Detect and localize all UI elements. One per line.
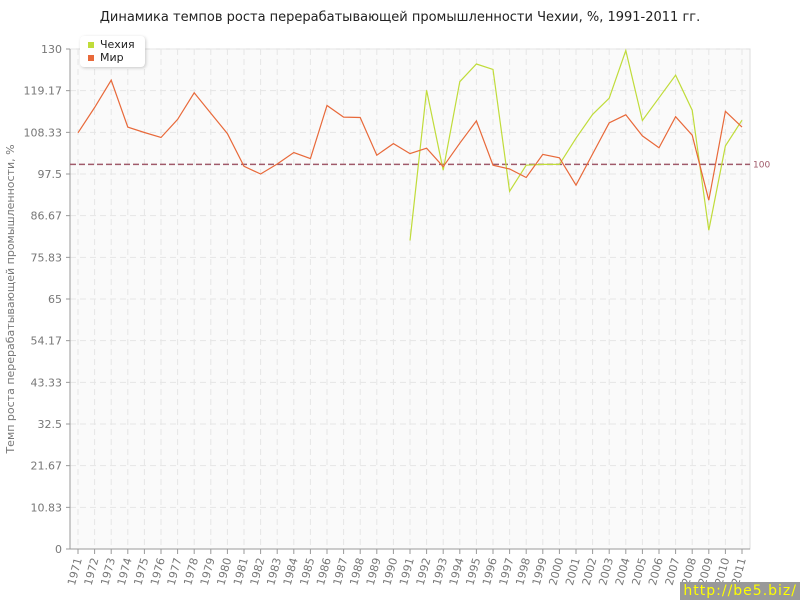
data-point xyxy=(77,131,80,134)
data-point xyxy=(575,184,578,187)
legend: Чехия Мир xyxy=(80,36,145,67)
series-line-world xyxy=(77,78,743,201)
data-point xyxy=(541,153,544,156)
legend-swatch xyxy=(88,42,94,48)
data-point xyxy=(674,74,677,77)
data-point xyxy=(209,112,212,115)
data-point xyxy=(458,80,461,83)
data-point xyxy=(176,118,179,121)
legend-swatch xyxy=(88,55,94,61)
y-tick-label: 54.17 xyxy=(31,335,63,348)
data-point xyxy=(342,116,345,119)
data-point xyxy=(707,199,710,202)
data-point xyxy=(160,136,163,139)
data-point xyxy=(724,110,727,113)
data-point xyxy=(674,115,677,118)
data-point xyxy=(292,151,295,154)
data-point xyxy=(575,137,578,140)
data-point xyxy=(508,168,511,171)
data-point xyxy=(658,146,661,149)
reference-line-label: 100 xyxy=(753,160,770,170)
data-point xyxy=(143,131,146,134)
data-point xyxy=(475,119,478,122)
data-point xyxy=(624,113,627,116)
y-tick-label: 97.5 xyxy=(38,168,63,181)
data-point xyxy=(243,165,246,168)
data-point xyxy=(641,134,644,137)
data-point xyxy=(193,91,196,94)
data-point xyxy=(392,142,395,145)
data-point xyxy=(558,156,561,159)
data-point xyxy=(425,147,428,150)
data-point xyxy=(691,109,694,112)
data-point xyxy=(741,126,744,129)
data-point xyxy=(309,157,312,160)
data-point xyxy=(126,126,129,129)
series-line-czech xyxy=(409,48,743,241)
data-point xyxy=(541,163,544,166)
y-tick-label: 21.67 xyxy=(31,460,63,473)
y-tick-label: 65 xyxy=(48,293,62,306)
data-point xyxy=(409,239,412,242)
legend-item-czech[interactable]: Чехия xyxy=(88,38,135,51)
y-tick-label: 130 xyxy=(41,43,62,56)
data-point xyxy=(276,163,279,166)
data-point xyxy=(425,89,428,92)
data-point xyxy=(492,68,495,71)
y-tick-label: 32.5 xyxy=(38,418,63,431)
data-point xyxy=(442,165,445,168)
data-point xyxy=(375,154,378,157)
data-point xyxy=(591,153,594,156)
chart-title: Динамика темпов роста перерабатывающей п… xyxy=(99,10,701,25)
data-point xyxy=(741,119,744,122)
y-tick-label: 43.33 xyxy=(31,376,63,389)
data-point xyxy=(558,163,561,166)
y-tick-label: 75.83 xyxy=(31,251,63,264)
y-tick-label: 86.67 xyxy=(31,210,63,223)
data-point xyxy=(525,176,528,179)
data-point xyxy=(110,79,113,82)
data-point xyxy=(326,104,329,107)
data-point xyxy=(608,97,611,100)
data-point xyxy=(658,96,661,99)
y-tick-label: 119.17 xyxy=(24,85,63,98)
data-point xyxy=(475,63,478,66)
data-point xyxy=(624,49,627,52)
data-point xyxy=(409,152,412,155)
legend-label: Мир xyxy=(100,51,124,64)
data-point xyxy=(641,119,644,122)
data-point xyxy=(707,229,710,232)
data-point xyxy=(724,144,727,147)
y-tick-label: 108.33 xyxy=(24,126,63,139)
legend-item-world[interactable]: Мир xyxy=(88,51,135,64)
data-point xyxy=(226,132,229,135)
y-tick-label: 10.83 xyxy=(31,501,63,514)
y-tick-label: 0 xyxy=(55,543,62,556)
data-point xyxy=(259,173,262,176)
data-point xyxy=(525,164,528,167)
data-point xyxy=(93,106,96,109)
data-point xyxy=(492,164,495,167)
watermark[interactable]: http://be5.biz/ xyxy=(680,582,800,600)
data-point xyxy=(691,134,694,137)
data-point xyxy=(591,113,594,116)
data-point xyxy=(442,169,445,172)
data-point xyxy=(359,116,362,119)
y-axis-label: Темп роста перерабатывающей промышленнос… xyxy=(4,144,17,454)
data-point xyxy=(608,121,611,124)
data-point xyxy=(508,190,511,193)
legend-label: Чехия xyxy=(100,38,135,51)
data-point xyxy=(458,142,461,145)
